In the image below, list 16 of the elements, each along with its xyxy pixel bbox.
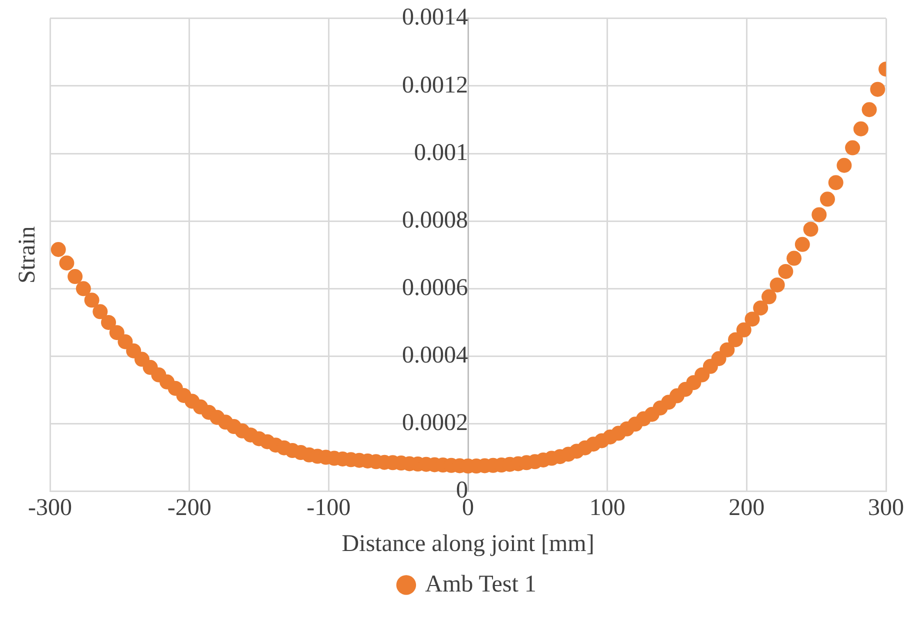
x-tick-label: -200 — [167, 495, 212, 522]
y-tick-label: 0.0014 — [402, 4, 468, 31]
legend-label: Amb Test 1 — [425, 571, 536, 598]
x-axis-title: Distance along joint [mm] — [342, 530, 594, 557]
x-tick-label: -100 — [306, 495, 351, 522]
y-tick-label: 0.001 — [414, 140, 468, 166]
x-tick-label: 200 — [728, 495, 765, 522]
y-tick-label: 0.0002 — [402, 410, 468, 436]
x-tick-label: 100 — [589, 495, 626, 522]
y-axis-title: Strain — [14, 226, 40, 284]
y-tick-label: 0.0004 — [402, 342, 468, 369]
x-tick-label: -300 — [28, 495, 72, 522]
y-tick-label: 0.0012 — [402, 72, 468, 98]
x-tick-label: 300 — [868, 495, 904, 522]
y-tick-label: 0.0006 — [402, 274, 468, 301]
y-tick-label: 0.0008 — [402, 207, 468, 234]
